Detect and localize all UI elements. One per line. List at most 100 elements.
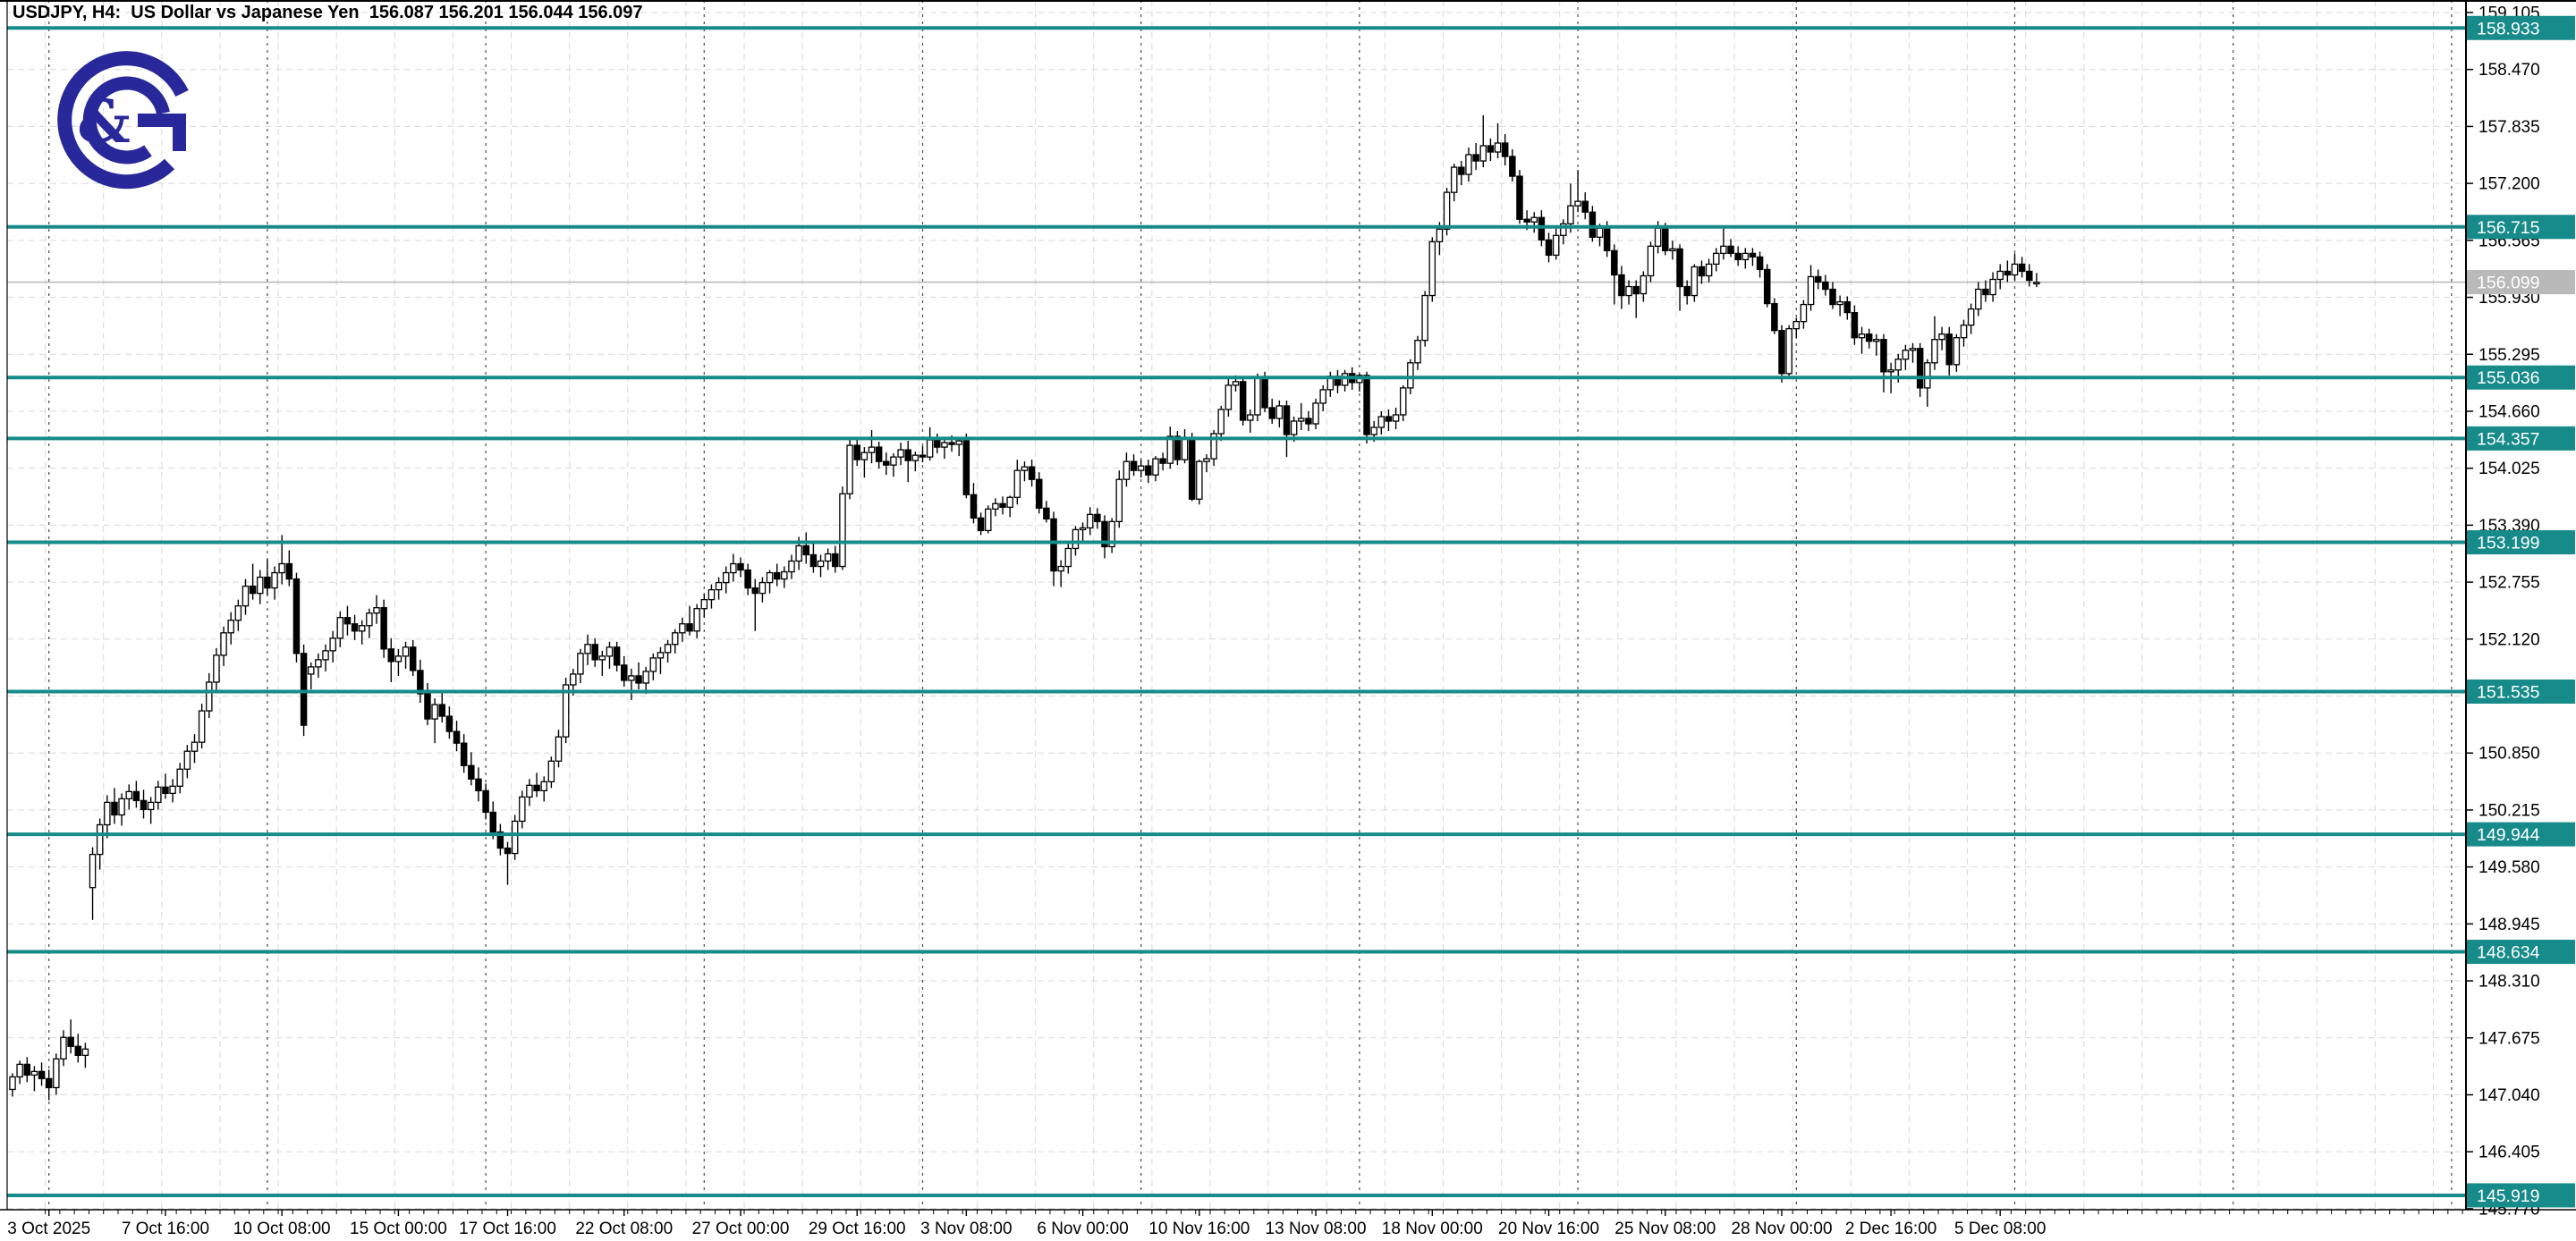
candle-body-up — [1836, 300, 1843, 306]
candle-body-up — [1108, 520, 1115, 548]
candle-body-up — [526, 784, 533, 798]
candle-body-down — [1778, 330, 1785, 375]
candle-body-up — [183, 750, 191, 770]
candle-body-up — [846, 444, 853, 494]
candle-body-up — [1072, 528, 1080, 550]
time-axis-label: 2 Dec 16:00 — [1845, 1220, 1936, 1238]
candle-body-up — [1203, 458, 1210, 462]
level-price-badge: 158.933 — [2467, 15, 2575, 40]
candle-body-down — [1771, 302, 1778, 332]
candle-body-up — [628, 675, 635, 681]
candle-body-up — [1421, 294, 1428, 342]
candle-body-up — [1064, 547, 1072, 568]
candle-body-up — [868, 446, 876, 453]
candle-body-up — [1596, 227, 1604, 238]
time-axis-label: 3 Oct 2025 — [7, 1220, 90, 1238]
candle-body-up — [985, 508, 992, 532]
candle-body-up — [890, 456, 897, 466]
candle-body-up — [657, 652, 665, 659]
price-tick-label: 148.945 — [2479, 916, 2540, 934]
candle-body-up — [1640, 274, 1648, 295]
candle-body-down — [387, 648, 395, 663]
candle-body-down — [1662, 227, 1669, 252]
level-price-badge-text: 155.036 — [2477, 368, 2540, 388]
candle-body-up — [213, 654, 220, 683]
candle-body-down — [1472, 154, 1479, 162]
level-price-badge-box — [2467, 15, 2575, 40]
candle-body-up — [562, 684, 570, 738]
candle-body-up — [394, 655, 402, 663]
candle-body-up — [1705, 263, 1713, 277]
candle-body-down — [1159, 458, 1166, 464]
candle-body-down — [300, 653, 308, 726]
candle-body-up — [897, 449, 904, 458]
candle-body-down — [1763, 268, 1771, 305]
candle-body-down — [1916, 348, 1924, 389]
level-price-badge: 145.919 — [2467, 1183, 2575, 1208]
candle-body-down — [2026, 270, 2033, 282]
candle-body-up — [1275, 405, 1284, 419]
time-axis-label: 28 Nov 00:00 — [1732, 1220, 1833, 1238]
candle-body-up — [1713, 252, 1720, 266]
candle-body-down — [948, 442, 955, 445]
candle-body-down — [1581, 200, 1589, 213]
candle-body-down — [1545, 239, 1553, 257]
candle-body-down — [74, 1045, 82, 1056]
price-tick-label: 154.660 — [2479, 402, 2540, 421]
candle-body-down — [23, 1063, 31, 1076]
candle-body-down — [1035, 478, 1043, 509]
candle-body-up — [664, 644, 672, 654]
candle-body-down — [438, 704, 446, 717]
candle-body-down — [1101, 520, 1108, 548]
candle-body-up — [555, 736, 563, 762]
candle-body-up — [577, 653, 584, 675]
candle-body-up — [1115, 478, 1123, 523]
candle-body-up — [693, 608, 700, 632]
candle-body-up — [1377, 416, 1385, 428]
time-axis-label: 3 Nov 08:00 — [920, 1220, 1012, 1238]
candle-body-down — [977, 517, 985, 532]
candle-body-up — [1181, 437, 1189, 460]
candle-body-down — [970, 494, 978, 519]
candle-body-up — [329, 637, 336, 652]
candle-body-down — [45, 1077, 53, 1089]
candle-body-up — [1894, 359, 1902, 371]
candle-body-up — [373, 607, 380, 614]
candle-body-up — [1247, 414, 1254, 421]
candle-body-down — [686, 623, 693, 632]
candle-body-down — [1851, 311, 1859, 339]
candle-body-down — [1632, 285, 1640, 295]
vertical-gridlines — [45, 0, 2435, 1210]
candle-body-up — [795, 545, 802, 562]
candle-body-down — [635, 675, 642, 684]
candle-body-up — [598, 655, 606, 661]
candle-body-up — [89, 853, 97, 889]
price-tick-label: 157.835 — [2479, 118, 2540, 137]
candle-body-up — [1006, 496, 1013, 508]
level-price-badge: 154.357 — [2467, 426, 2575, 451]
candle-body-down — [460, 742, 468, 766]
candle-body-down — [162, 786, 169, 795]
candle-body-up — [366, 612, 373, 627]
candle-body-up — [715, 581, 723, 591]
price-axis[interactable]: 159.105158.470157.835157.200156.565155.9… — [2466, 4, 2540, 1220]
candle-body-up — [1909, 348, 1917, 351]
candle-body-up — [1319, 389, 1326, 404]
gerchik-logo-g-ampersand-icon: & — [57, 51, 189, 190]
candle-body-up — [519, 796, 526, 823]
price-tick-label: 158.470 — [2479, 61, 2540, 80]
candle-body-up — [1232, 381, 1240, 386]
chart-title-bar: USDJPY, H4: US Dollar vs Japanese Yen 15… — [13, 3, 643, 22]
candle-body-up — [1341, 373, 1349, 386]
level-price-badge: 155.036 — [2467, 365, 2575, 390]
level-price-badge: 156.715 — [2467, 215, 2575, 240]
candle-body-up — [2011, 263, 2019, 276]
candle-body-down — [2004, 270, 2012, 276]
candle-body-up — [1924, 362, 1931, 389]
level-price-badge-text: 156.715 — [2477, 218, 2540, 238]
candle-body-up — [1953, 337, 1961, 366]
candle-body-down — [1174, 435, 1182, 460]
candle-body-down — [533, 784, 540, 792]
time-axis[interactable]: 3 Oct 2025 7 Oct 16:00 10 Oct 08:00 15 Oct … — [7, 1210, 2463, 1238]
